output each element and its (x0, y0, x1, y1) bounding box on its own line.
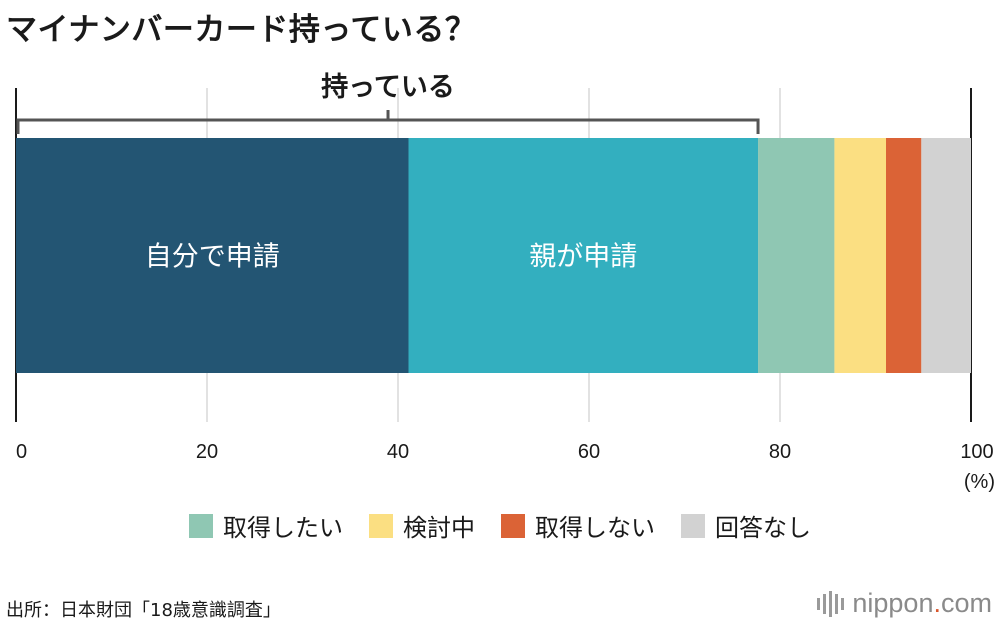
bar-segment-2 (758, 138, 835, 373)
legend-swatch-no-answer (681, 513, 705, 538)
xtick-label-80: 80 (769, 441, 791, 463)
nippon-logo-icon (817, 590, 845, 617)
bar-label-1: 親が申請 (529, 242, 637, 273)
legend-item-no-answer: 回答なし (681, 508, 811, 543)
xtick-label-40: 40 (387, 441, 409, 463)
brand-logo: nippon.com (817, 588, 992, 619)
bracket-line (16, 118, 760, 134)
legend-item-want: 取得したい (189, 508, 343, 543)
xtick-label-60: 60 (578, 441, 600, 463)
stacked-bar-chart: 自分で申請 親が申請 持っている 0 20 40 60 80 100 (%) (15, 72, 995, 493)
legend-label-not-obtain: 取得しない (535, 514, 655, 542)
bar-label-0: 自分で申請 (145, 242, 280, 273)
legend-item-not-obtain: 取得しない (501, 508, 655, 543)
bar-segment-1 (408, 138, 759, 373)
legend-label-want: 取得したい (223, 514, 343, 542)
legend-label-no-answer: 回答なし (715, 514, 811, 542)
bar-segment-3 (834, 138, 887, 373)
xtick-label-100: 100 (960, 441, 993, 463)
legend-label-considering: 検討中 (403, 514, 475, 542)
brand-name: nippon (852, 588, 934, 618)
legend-swatch-considering (369, 513, 393, 538)
brand-tld: com (940, 588, 992, 618)
bar-segment-5 (921, 138, 971, 373)
bar-segment-0 (16, 138, 409, 373)
xtick-label-20: 20 (196, 441, 218, 463)
brand-dot: . (933, 588, 941, 618)
bar-segment-4 (886, 138, 922, 373)
legend: 取得したい 検討中 取得しない 回答なし (0, 508, 1000, 543)
xtick-label-0: 0 (16, 441, 27, 463)
x-unit-label: (%) (964, 471, 995, 493)
chart-title: マイナンバーカード持っている？ (6, 12, 477, 48)
legend-swatch-want (189, 513, 213, 538)
legend-swatch-not-obtain (501, 513, 525, 538)
legend-item-considering: 検討中 (369, 508, 475, 543)
bracket-label: 持っている (321, 72, 455, 103)
source-note: 出所：日本財団「18歳意識調査」 (6, 600, 281, 621)
